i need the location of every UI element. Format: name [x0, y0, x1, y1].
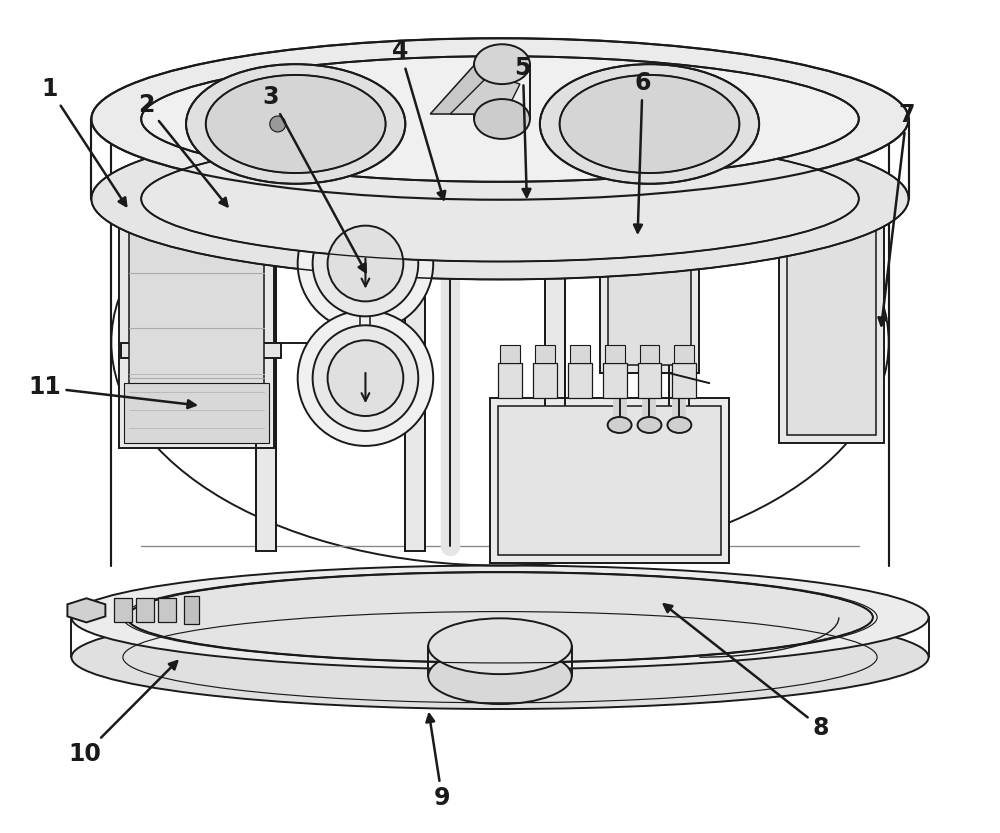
- Bar: [533, 363, 557, 398]
- Text: 4: 4: [392, 39, 445, 199]
- Bar: [184, 596, 199, 624]
- Ellipse shape: [540, 64, 759, 184]
- Bar: [640, 345, 659, 363]
- Bar: [498, 363, 522, 398]
- Bar: [119, 214, 274, 448]
- Circle shape: [298, 196, 433, 332]
- Bar: [254, 199, 278, 211]
- Circle shape: [313, 211, 418, 317]
- Bar: [603, 363, 627, 398]
- Ellipse shape: [91, 118, 909, 279]
- Ellipse shape: [186, 64, 405, 184]
- Text: 8: 8: [664, 604, 829, 740]
- Bar: [114, 598, 132, 622]
- Ellipse shape: [141, 56, 859, 182]
- Bar: [608, 227, 691, 365]
- Bar: [638, 363, 661, 398]
- Ellipse shape: [474, 99, 530, 139]
- Ellipse shape: [71, 566, 929, 669]
- Polygon shape: [430, 64, 502, 114]
- Bar: [570, 345, 590, 363]
- Bar: [256, 199, 276, 551]
- Circle shape: [313, 326, 418, 431]
- Bar: [158, 598, 176, 622]
- Text: 6: 6: [634, 71, 651, 232]
- Bar: [136, 598, 154, 622]
- Ellipse shape: [560, 75, 739, 173]
- Ellipse shape: [667, 417, 691, 433]
- Bar: [669, 199, 689, 551]
- Ellipse shape: [638, 417, 661, 433]
- Ellipse shape: [608, 417, 632, 433]
- Bar: [605, 345, 625, 363]
- Bar: [600, 218, 699, 373]
- Text: 9: 9: [426, 714, 450, 811]
- Bar: [403, 199, 427, 211]
- Ellipse shape: [91, 38, 909, 200]
- Polygon shape: [67, 598, 105, 622]
- Ellipse shape: [141, 136, 859, 262]
- Text: 10: 10: [68, 661, 177, 766]
- Ellipse shape: [71, 606, 929, 709]
- Bar: [490, 398, 729, 562]
- Circle shape: [270, 116, 286, 132]
- Text: 3: 3: [263, 85, 366, 272]
- Bar: [667, 199, 691, 211]
- Bar: [498, 406, 721, 555]
- Bar: [535, 345, 555, 363]
- Bar: [787, 202, 876, 435]
- Ellipse shape: [428, 648, 572, 704]
- Bar: [121, 343, 281, 358]
- Bar: [129, 228, 264, 433]
- Bar: [545, 199, 565, 551]
- Ellipse shape: [127, 572, 873, 662]
- Bar: [672, 363, 696, 398]
- Bar: [405, 199, 425, 551]
- Ellipse shape: [206, 75, 386, 173]
- Circle shape: [298, 311, 433, 446]
- Bar: [568, 363, 592, 398]
- Bar: [124, 383, 269, 443]
- Bar: [779, 194, 884, 443]
- Text: 7: 7: [878, 103, 915, 326]
- Circle shape: [328, 226, 403, 302]
- Text: 11: 11: [28, 376, 195, 408]
- Bar: [674, 345, 694, 363]
- Text: 2: 2: [138, 93, 227, 207]
- Ellipse shape: [474, 44, 530, 84]
- Text: 1: 1: [41, 77, 126, 206]
- Circle shape: [328, 340, 403, 416]
- Polygon shape: [450, 74, 520, 114]
- Bar: [500, 345, 520, 363]
- Ellipse shape: [428, 618, 572, 674]
- Text: 5: 5: [515, 56, 531, 197]
- Bar: [543, 199, 567, 211]
